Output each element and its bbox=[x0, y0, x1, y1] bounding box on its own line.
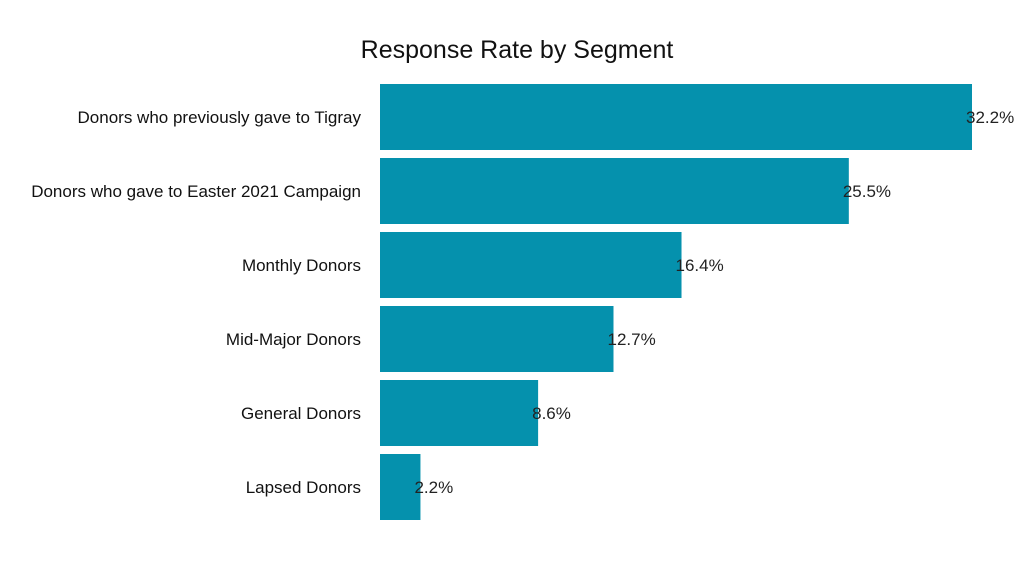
bars-group: Donors who previously gave to Tigray 32.2… bbox=[31, 84, 1014, 520]
bar bbox=[380, 380, 539, 446]
value-label: 8.6% bbox=[532, 404, 571, 423]
value-label: 2.2% bbox=[414, 478, 453, 497]
category-label: Mid-Major Donors bbox=[226, 330, 361, 349]
category-label: Lapsed Donors bbox=[246, 478, 361, 497]
category-label: Donors who previously gave to Tigray bbox=[78, 108, 362, 127]
value-label: 25.5% bbox=[843, 182, 891, 201]
value-label: 12.7% bbox=[607, 330, 655, 349]
bar bbox=[380, 232, 682, 298]
bar bbox=[380, 454, 421, 520]
category-label: Monthly Donors bbox=[242, 256, 361, 275]
value-label: 32.2% bbox=[966, 108, 1014, 127]
bar bbox=[380, 306, 614, 372]
category-label: General Donors bbox=[241, 404, 361, 423]
value-label: 16.4% bbox=[676, 256, 724, 275]
chart-title: Response Rate by Segment bbox=[361, 36, 674, 64]
category-label: Donors who gave to Easter 2021 Campaign bbox=[31, 182, 361, 201]
bar bbox=[380, 158, 849, 224]
bar bbox=[380, 84, 972, 150]
